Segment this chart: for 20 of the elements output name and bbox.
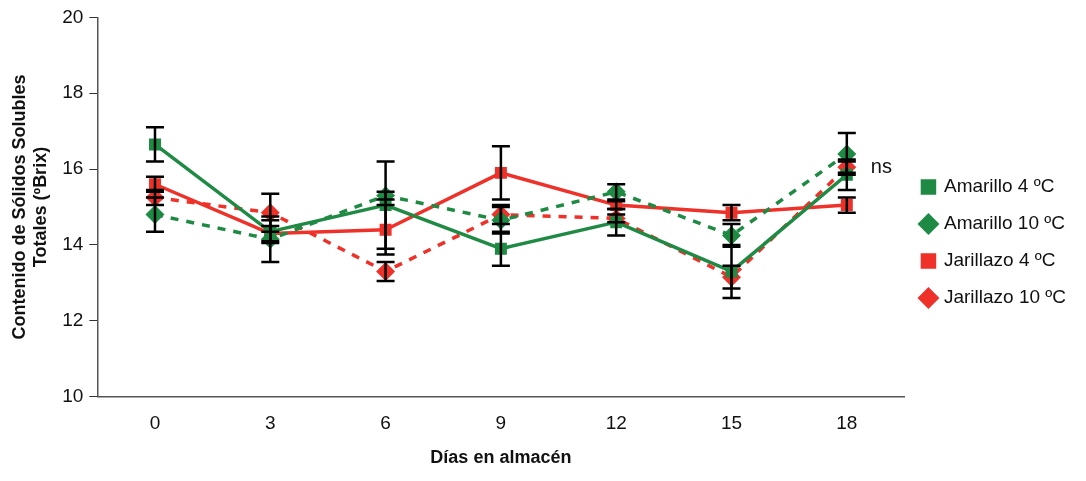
y-tick-label: 16 bbox=[62, 157, 84, 179]
y-tick-label: 12 bbox=[62, 308, 84, 330]
x-axis-title: Días en almacén bbox=[430, 447, 572, 468]
legend-label: Amarillo 4 ºC bbox=[943, 175, 1055, 197]
x-tick-label: 15 bbox=[720, 412, 743, 434]
x-tick-label: 9 bbox=[495, 412, 507, 434]
y-tick-label: 14 bbox=[62, 233, 84, 255]
y-tick-label: 20 bbox=[62, 5, 84, 27]
x-tick-label: 0 bbox=[149, 412, 161, 434]
x-tick-label: 3 bbox=[265, 412, 276, 434]
x-tick-label: 12 bbox=[605, 412, 627, 434]
legend-label: Amarillo 10 ºC bbox=[943, 212, 1065, 234]
y-axis-title: Contenido de Sólidos Solubles Totales (ºBrix) bbox=[8, 74, 51, 340]
annotation: ns bbox=[870, 154, 892, 177]
legend-label: Jarillazo 10 ºC bbox=[943, 286, 1066, 308]
y-tick-label: 18 bbox=[62, 81, 84, 103]
x-tick-label: 6 bbox=[380, 412, 391, 434]
y-tick-label: 10 bbox=[62, 384, 84, 406]
x-tick-label: 18 bbox=[836, 412, 858, 434]
legend-label: Jarillazo 4 ºC bbox=[943, 249, 1056, 271]
